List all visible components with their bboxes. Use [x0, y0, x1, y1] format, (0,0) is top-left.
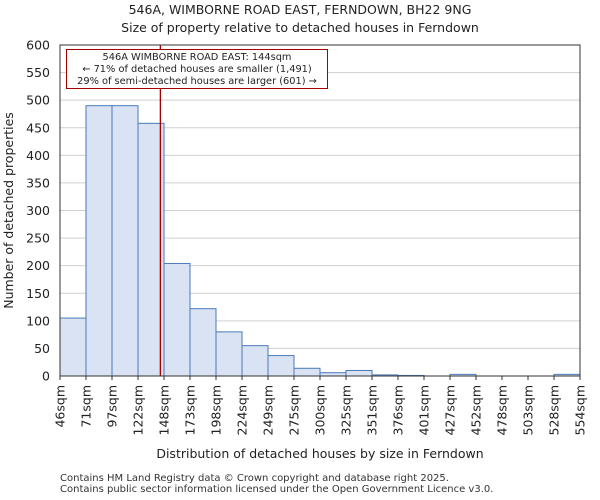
y-tick-label: 400: [26, 148, 50, 163]
x-tick-label: 275sqm: [287, 385, 302, 435]
annotation-line-2: ← 71% of detached houses are smaller (1,…: [82, 64, 312, 75]
y-tick-label: 500: [26, 93, 50, 108]
y-tick-label: 200: [26, 258, 50, 273]
x-tick-label: 503sqm: [521, 385, 536, 435]
x-tick-label: 224sqm: [235, 385, 250, 435]
x-tick-label: 376sqm: [391, 385, 406, 435]
bars: [59, 105, 581, 377]
x-tick-label: 97sqm: [105, 385, 120, 428]
footer-line-1: Contains HM Land Registry data © Crown c…: [60, 473, 449, 484]
x-tick-label: 46sqm: [53, 385, 68, 428]
bar: [345, 369, 373, 377]
chart-subtitle: Size of property relative to detached ho…: [121, 20, 479, 35]
y-tick-label: 150: [26, 286, 50, 301]
bar: [59, 317, 87, 377]
x-tick-label: 198sqm: [209, 385, 224, 435]
y-tick-label: 550: [26, 65, 50, 80]
y-tick-label: 450: [26, 120, 50, 135]
bar: [241, 345, 269, 377]
x-tick-label: 351sqm: [365, 385, 380, 435]
x-tick-label: 148sqm: [157, 385, 172, 435]
y-axis-label: Number of detached properties: [1, 112, 16, 309]
y-tick-label: 350: [26, 175, 50, 190]
annotation-line-1: 546A WIMBORNE ROAD EAST: 144sqm: [102, 52, 292, 63]
x-tick-label: 300sqm: [313, 385, 328, 435]
y-axis-ticks: 0 50 100 150 200 250 300 350 400 450 500 550 600: [26, 38, 50, 384]
bar: [111, 105, 139, 377]
bar: [267, 355, 295, 377]
y-tick-label: 0: [42, 369, 50, 384]
x-tick-label: 325sqm: [339, 385, 354, 435]
x-tick-label: 249sqm: [261, 385, 276, 435]
x-axis-ticks: 46sqm 71sqm 97sqm 122sqm 148sqm 173sqm 198sqm 2…: [53, 376, 588, 435]
bar: [163, 262, 191, 377]
plot-frame: [59, 44, 581, 377]
footer-line-2: Contains public sector information licen…: [60, 484, 494, 495]
x-tick-label: 452sqm: [469, 385, 484, 435]
bar: [215, 331, 243, 377]
y-tick-label: 300: [26, 203, 50, 218]
y-tick-label: 50: [34, 341, 50, 356]
x-tick-label: 427sqm: [443, 385, 458, 435]
x-tick-label: 173sqm: [183, 385, 198, 435]
bar: [85, 105, 113, 377]
y-tick-label: 600: [26, 38, 50, 53]
bar: [293, 367, 321, 377]
bar: [189, 308, 217, 377]
x-tick-label: 401sqm: [417, 385, 432, 435]
y-tick-label: 250: [26, 231, 50, 246]
chart-title: 546A, WIMBORNE ROAD EAST, FERNDOWN, BH22…: [128, 2, 472, 17]
x-axis-label: Distribution of detached houses by size …: [156, 446, 483, 461]
x-tick-label: 71sqm: [79, 385, 94, 428]
x-tick-label: 528sqm: [547, 385, 562, 435]
y-tick-label: 100: [26, 313, 50, 328]
annotation-line-3: 29% of semi-detached houses are larger (…: [77, 76, 317, 87]
property-annotation-box: 546A WIMBORNE ROAD EAST: 144sqm ← 71% of…: [66, 49, 328, 89]
x-tick-label: 122sqm: [131, 385, 146, 435]
x-tick-label: 554sqm: [573, 385, 588, 435]
x-tick-label: 478sqm: [495, 385, 510, 435]
